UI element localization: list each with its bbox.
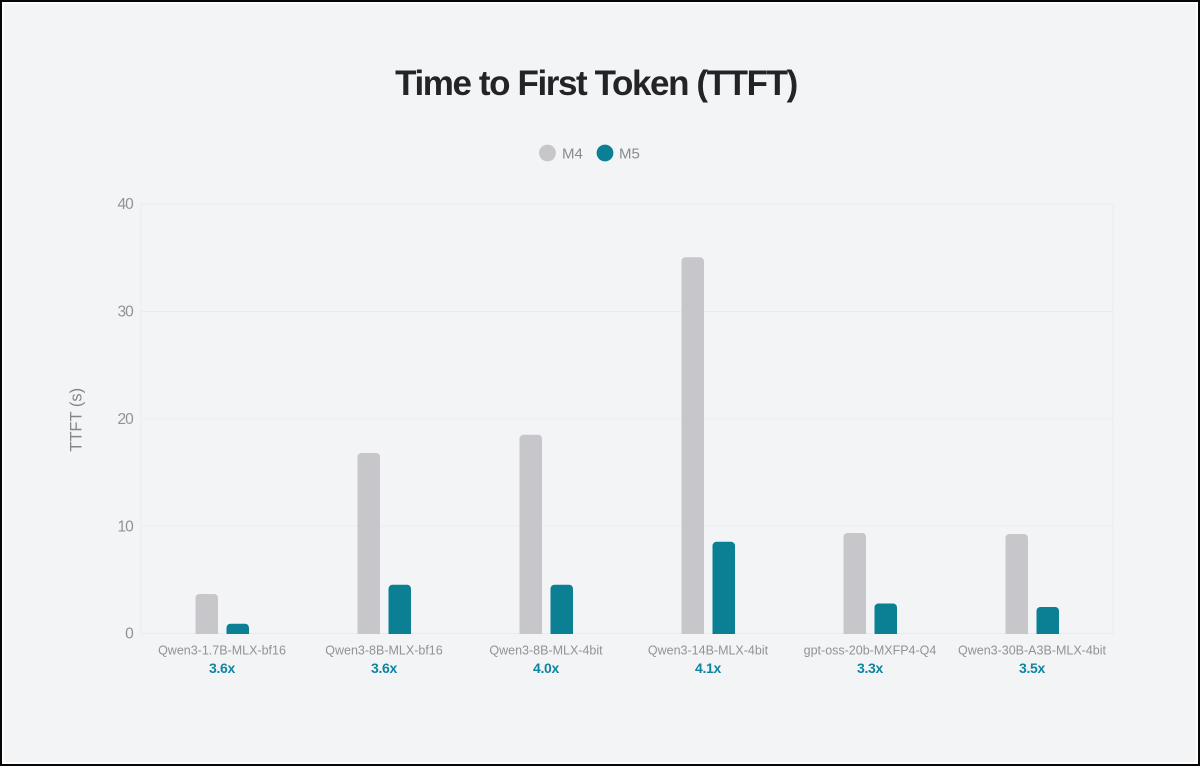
svg-text:Qwen3-1.7B-MLX-bf16: Qwen3-1.7B-MLX-bf16 xyxy=(158,644,286,658)
svg-text:20: 20 xyxy=(118,411,135,428)
svg-text:Time to First Token (TTFT): Time to First Token (TTFT) xyxy=(395,64,797,103)
svg-text:M4: M4 xyxy=(562,145,583,162)
svg-text:M5: M5 xyxy=(619,145,640,162)
svg-text:TTFT (s): TTFT (s) xyxy=(68,388,86,452)
svg-text:10: 10 xyxy=(118,518,135,535)
svg-text:3.5x: 3.5x xyxy=(1019,660,1046,676)
svg-text:Qwen3-8B-MLX-4bit: Qwen3-8B-MLX-4bit xyxy=(489,644,603,658)
svg-text:4.0x: 4.0x xyxy=(533,660,560,676)
svg-text:Qwen3-30B-A3B-MLX-4bit: Qwen3-30B-A3B-MLX-4bit xyxy=(958,644,1107,658)
svg-text:gpt-oss-20b-MXFP4-Q4: gpt-oss-20b-MXFP4-Q4 xyxy=(804,644,937,658)
svg-text:Qwen3-14B-MLX-4bit: Qwen3-14B-MLX-4bit xyxy=(648,644,769,658)
svg-text:30: 30 xyxy=(118,304,135,321)
svg-text:0: 0 xyxy=(125,626,134,643)
svg-text:Qwen3-8B-MLX-bf16: Qwen3-8B-MLX-bf16 xyxy=(325,644,442,658)
svg-text:3.6x: 3.6x xyxy=(371,660,398,676)
svg-text:3.6x: 3.6x xyxy=(209,660,236,676)
svg-text:3.3x: 3.3x xyxy=(857,660,884,676)
svg-text:4.1x: 4.1x xyxy=(695,660,722,676)
svg-text:40: 40 xyxy=(118,196,135,213)
